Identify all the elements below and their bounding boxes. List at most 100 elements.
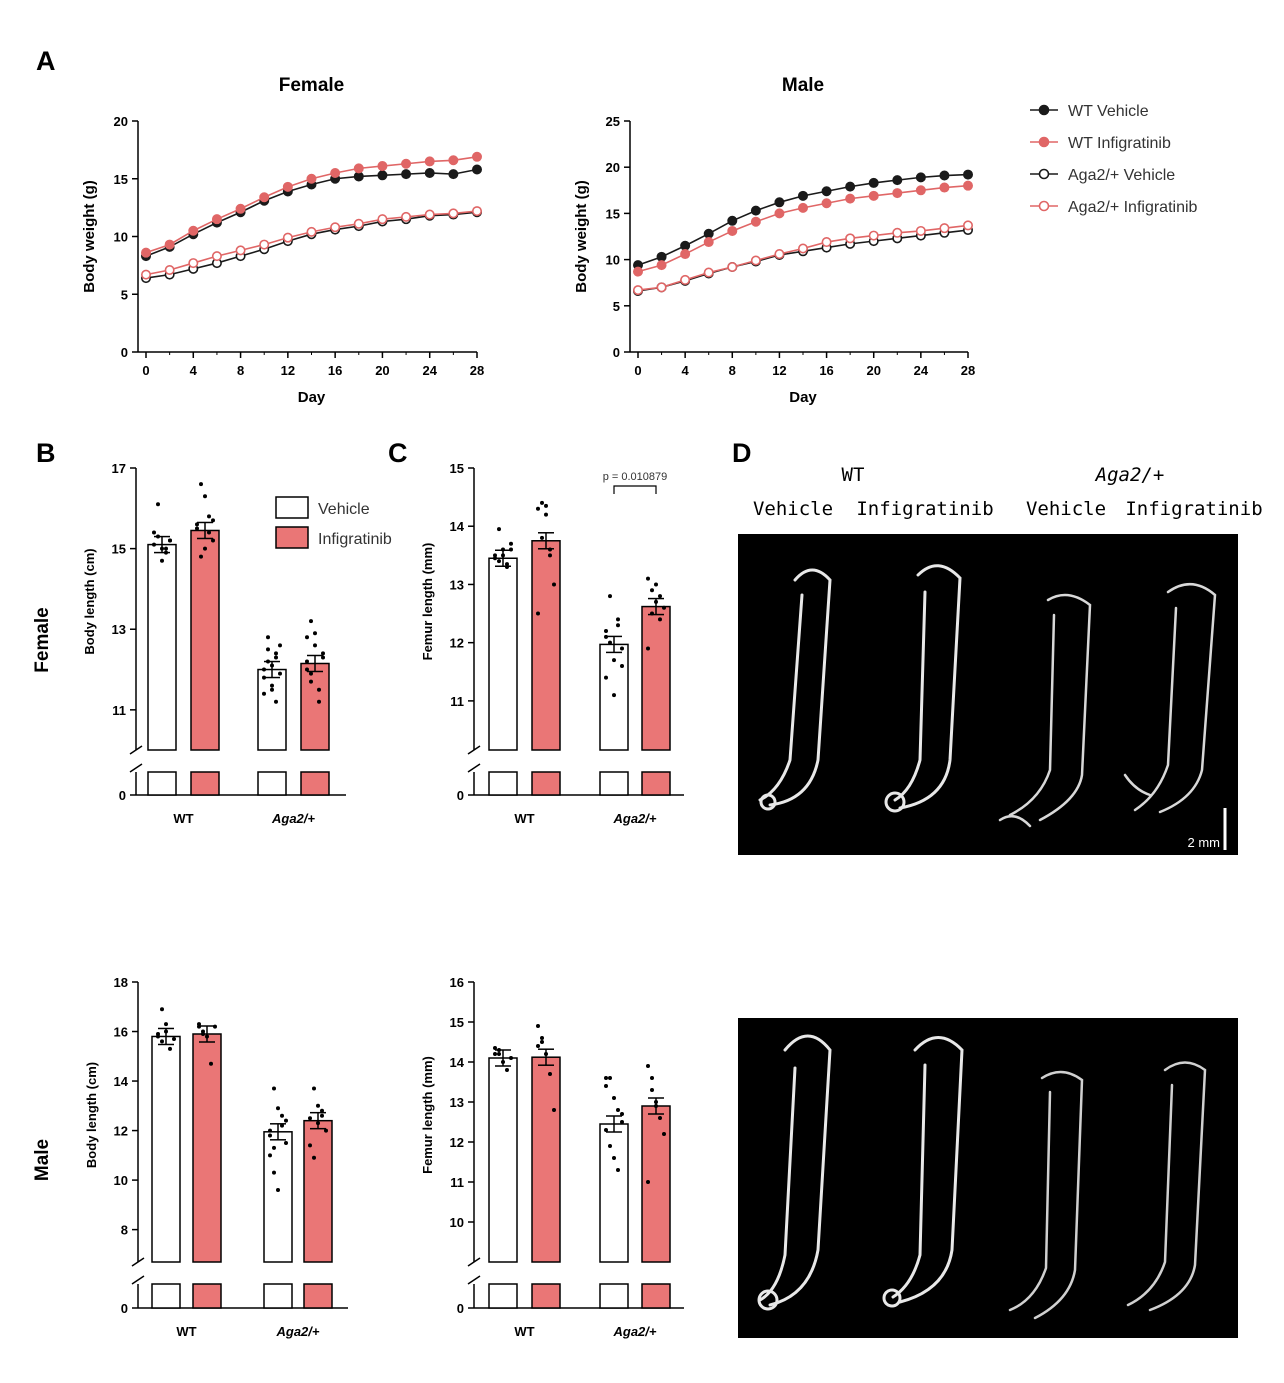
bar (303, 1119, 333, 1263)
axis-break-mark (131, 1275, 145, 1285)
bar-break-gap (302, 1263, 334, 1283)
data-dot (650, 588, 654, 593)
data-dot (305, 667, 309, 672)
legend-panel-a: WT Vehicle WT Infigratinib Aga2/+ Vehicle A… (1030, 103, 1198, 216)
data-point (377, 214, 388, 225)
data-dot (280, 1123, 284, 1128)
data-dot (646, 1064, 650, 1068)
data-point (797, 243, 808, 254)
data-dot (604, 1084, 608, 1088)
bar (488, 1057, 518, 1263)
data-point (774, 197, 785, 208)
y-axis-label: Femur length (mm) (420, 1056, 435, 1174)
bar-lower (192, 1283, 222, 1309)
data-point (915, 172, 926, 183)
data-dot (205, 1034, 209, 1039)
chart-title: Male (782, 75, 824, 96)
chart-femur-length-male: 10 11 12 13 14 15 16 0 Femur length (mm) WT Aga2/+ (420, 975, 684, 1339)
x-tick-label: 28 (961, 363, 975, 378)
panel-d-headers: WT Aga2/+ Vehicle Infigratinib Vehicle I… (753, 464, 1263, 520)
data-dot (268, 1128, 272, 1133)
y-tick-label: 5 (613, 299, 620, 314)
data-point (259, 239, 270, 250)
data-point (892, 227, 903, 238)
axis-break-mark (131, 1257, 145, 1267)
data-dot (650, 611, 654, 616)
data-point (797, 202, 808, 213)
header-aga2-infigratinib: Infigratinib (1125, 498, 1262, 520)
data-dot (160, 1039, 164, 1044)
axis-break-mark (129, 763, 143, 773)
data-point (211, 214, 222, 225)
y-tick-label: 18 (114, 975, 128, 990)
data-dot (658, 1116, 662, 1120)
data-dot (195, 526, 199, 531)
legend-label-vehicle: Vehicle (318, 501, 370, 518)
data-dot (509, 541, 513, 546)
data-dot (276, 1188, 280, 1192)
data-dot (540, 500, 544, 505)
y-tick-label: 16 (114, 1025, 128, 1040)
category-label: Aga2/+ (613, 811, 657, 826)
data-dot (152, 530, 156, 535)
bar (599, 1123, 629, 1263)
data-point (868, 177, 879, 188)
data-dot (268, 1153, 272, 1158)
y-tick-label: 12 (450, 1135, 464, 1150)
bar-lower (303, 1283, 333, 1309)
x-tick-label: 20 (375, 363, 389, 378)
chart-body-weight-male: Male 0 4 8 12 16 20 24 28 0 5 10 15 20 25 Day Body weigh… (573, 75, 975, 406)
data-point (211, 251, 222, 262)
bar (147, 543, 177, 751)
x-axis-label: Day (789, 389, 817, 406)
data-dot (497, 1048, 501, 1052)
data-dot (272, 1145, 276, 1150)
x-tick-label: 0 (142, 363, 149, 378)
category-label: WT (176, 1324, 196, 1339)
chart-title: Female (279, 75, 344, 96)
y-tick-label: 13 (450, 577, 464, 592)
data-point (797, 190, 808, 201)
legend-label: WT Vehicle (1068, 103, 1149, 120)
data-dot (312, 1155, 316, 1160)
data-dot (321, 651, 325, 656)
data-dot (501, 553, 505, 558)
panel-label-c: C (388, 438, 408, 468)
data-dot (608, 1144, 612, 1148)
data-dot (646, 1180, 650, 1184)
axis-break-mark (467, 1257, 481, 1267)
data-point (939, 223, 950, 234)
bar-break-gap (530, 751, 562, 771)
data-dot (650, 1088, 654, 1092)
data-dot (274, 655, 278, 660)
data-dot (324, 1128, 328, 1133)
data-dot (262, 667, 266, 672)
y-tick-label: 14 (450, 1055, 465, 1070)
data-dot (172, 1036, 176, 1041)
bar-lower (263, 1283, 293, 1309)
data-point (915, 185, 926, 196)
data-point (424, 167, 435, 178)
data-dot (616, 617, 620, 622)
data-dot (211, 538, 215, 543)
data-dot (317, 687, 321, 692)
y-tick-label: 14 (450, 519, 465, 534)
data-dot (278, 643, 282, 648)
data-dot (305, 635, 309, 640)
data-dot (160, 558, 164, 563)
data-dot (658, 617, 662, 622)
data-point (471, 151, 482, 162)
data-dot (509, 1056, 513, 1060)
data-dot (284, 1140, 288, 1145)
data-dot (662, 1132, 666, 1136)
data-dot (654, 582, 658, 587)
data-dot (280, 1113, 284, 1118)
data-dot (544, 512, 548, 517)
data-dot (313, 631, 317, 636)
y-tick-label: 0 (121, 345, 128, 360)
data-dot (548, 1072, 552, 1076)
panel-label-a: A (36, 46, 56, 76)
data-point (188, 258, 199, 269)
y-axis-label: Body length (cm) (82, 548, 97, 654)
header-wt-vehicle: Vehicle (753, 498, 833, 520)
